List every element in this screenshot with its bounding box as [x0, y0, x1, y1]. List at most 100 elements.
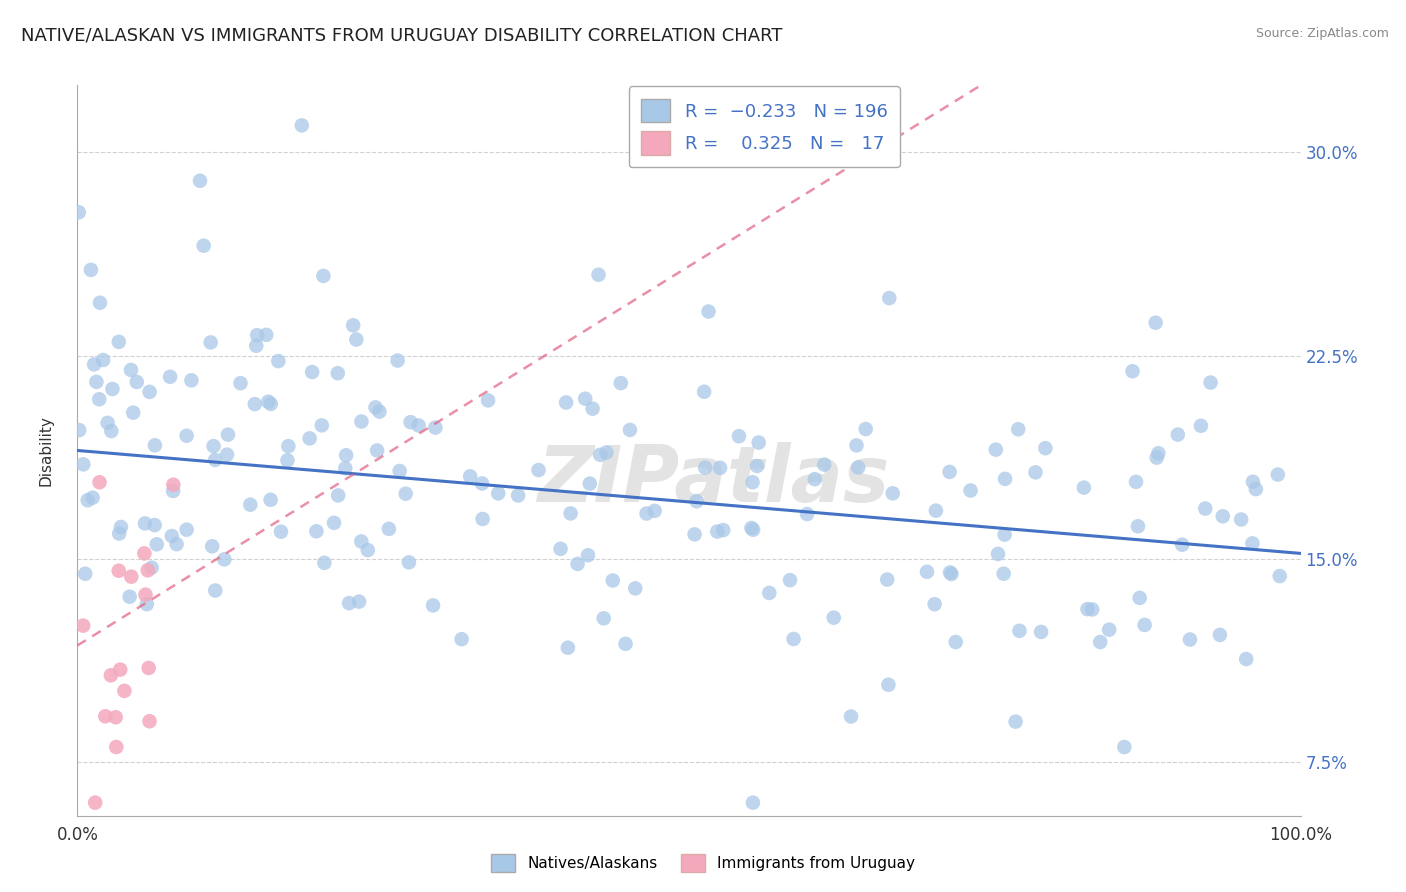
Point: [84, 796, 107, 810]
Point: [644, 504, 666, 518]
Point: [693, 384, 716, 399]
Point: [610, 376, 633, 390]
Point: [758, 586, 780, 600]
Point: [1007, 422, 1029, 436]
Point: [576, 548, 599, 562]
Point: [602, 574, 624, 588]
Point: [823, 610, 845, 624]
Point: [1212, 509, 1234, 524]
Point: [378, 522, 401, 536]
Point: [1178, 632, 1201, 647]
Point: [839, 709, 862, 723]
Point: [134, 516, 156, 531]
Point: [75, 566, 97, 581]
Point: [877, 678, 900, 692]
Point: [1073, 481, 1095, 495]
Point: [987, 547, 1010, 561]
Point: [408, 418, 430, 433]
Point: [1244, 482, 1267, 496]
Point: [245, 339, 267, 353]
Point: [204, 583, 226, 598]
Point: [145, 537, 167, 551]
Point: [387, 353, 409, 368]
Point: [112, 684, 135, 698]
Point: [201, 539, 224, 553]
Point: [270, 524, 292, 539]
Point: [695, 460, 717, 475]
Point: [994, 527, 1017, 541]
Point: [200, 335, 222, 350]
Point: [134, 546, 156, 560]
Point: [347, 594, 370, 608]
Point: [1121, 364, 1143, 378]
Point: [619, 423, 641, 437]
Point: [1146, 450, 1168, 465]
Point: [267, 354, 290, 368]
Point: [80, 263, 103, 277]
Point: [388, 464, 411, 478]
Point: [882, 486, 904, 500]
Point: [550, 541, 572, 556]
Point: [291, 119, 314, 133]
Point: [588, 268, 610, 282]
Point: [711, 523, 734, 537]
Point: [578, 476, 600, 491]
Point: [342, 318, 364, 333]
Point: [301, 365, 323, 379]
Point: [471, 476, 494, 491]
Point: [89, 392, 111, 407]
Point: [592, 611, 614, 625]
Point: [67, 205, 90, 219]
Point: [589, 448, 612, 462]
Point: [683, 527, 706, 541]
Point: [314, 556, 336, 570]
Point: [1267, 467, 1289, 482]
Point: [104, 710, 127, 724]
Legend: Natives/Alaskans, Immigrants from Uruguay: Natives/Alaskans, Immigrants from Urugua…: [484, 846, 922, 880]
Point: [706, 524, 728, 539]
Point: [742, 523, 765, 537]
Point: [337, 596, 360, 610]
Point: [555, 395, 578, 409]
Point: [425, 420, 447, 434]
Point: [122, 406, 145, 420]
Point: [994, 472, 1017, 486]
Point: [335, 448, 357, 462]
Point: [938, 465, 960, 479]
Point: [1024, 466, 1046, 480]
Point: [1268, 569, 1291, 583]
Y-axis label: Disability: Disability: [39, 415, 53, 486]
Point: [1090, 635, 1112, 649]
Point: [312, 268, 335, 283]
Point: [745, 458, 768, 473]
Point: [120, 363, 142, 377]
Point: [107, 564, 129, 578]
Point: [527, 463, 550, 477]
Point: [138, 384, 160, 399]
Point: [67, 423, 90, 437]
Point: [188, 174, 211, 188]
Point: [94, 709, 117, 723]
Point: [399, 415, 422, 429]
Point: [328, 488, 350, 502]
Point: [350, 534, 373, 549]
Point: [193, 238, 215, 252]
Point: [229, 376, 252, 391]
Point: [344, 333, 367, 347]
Point: [422, 599, 444, 613]
Point: [728, 429, 751, 443]
Point: [1004, 714, 1026, 729]
Point: [108, 334, 131, 349]
Point: [636, 507, 658, 521]
Point: [305, 524, 328, 539]
Point: [779, 573, 801, 587]
Point: [395, 486, 418, 500]
Point: [855, 422, 877, 436]
Point: [595, 445, 617, 459]
Legend: R =  −0.233   N = 196, R =    0.325   N =   17: R = −0.233 N = 196, R = 0.325 N = 17: [628, 87, 900, 167]
Point: [624, 582, 647, 596]
Point: [557, 640, 579, 655]
Point: [984, 442, 1007, 457]
Point: [1209, 628, 1232, 642]
Point: [125, 375, 148, 389]
